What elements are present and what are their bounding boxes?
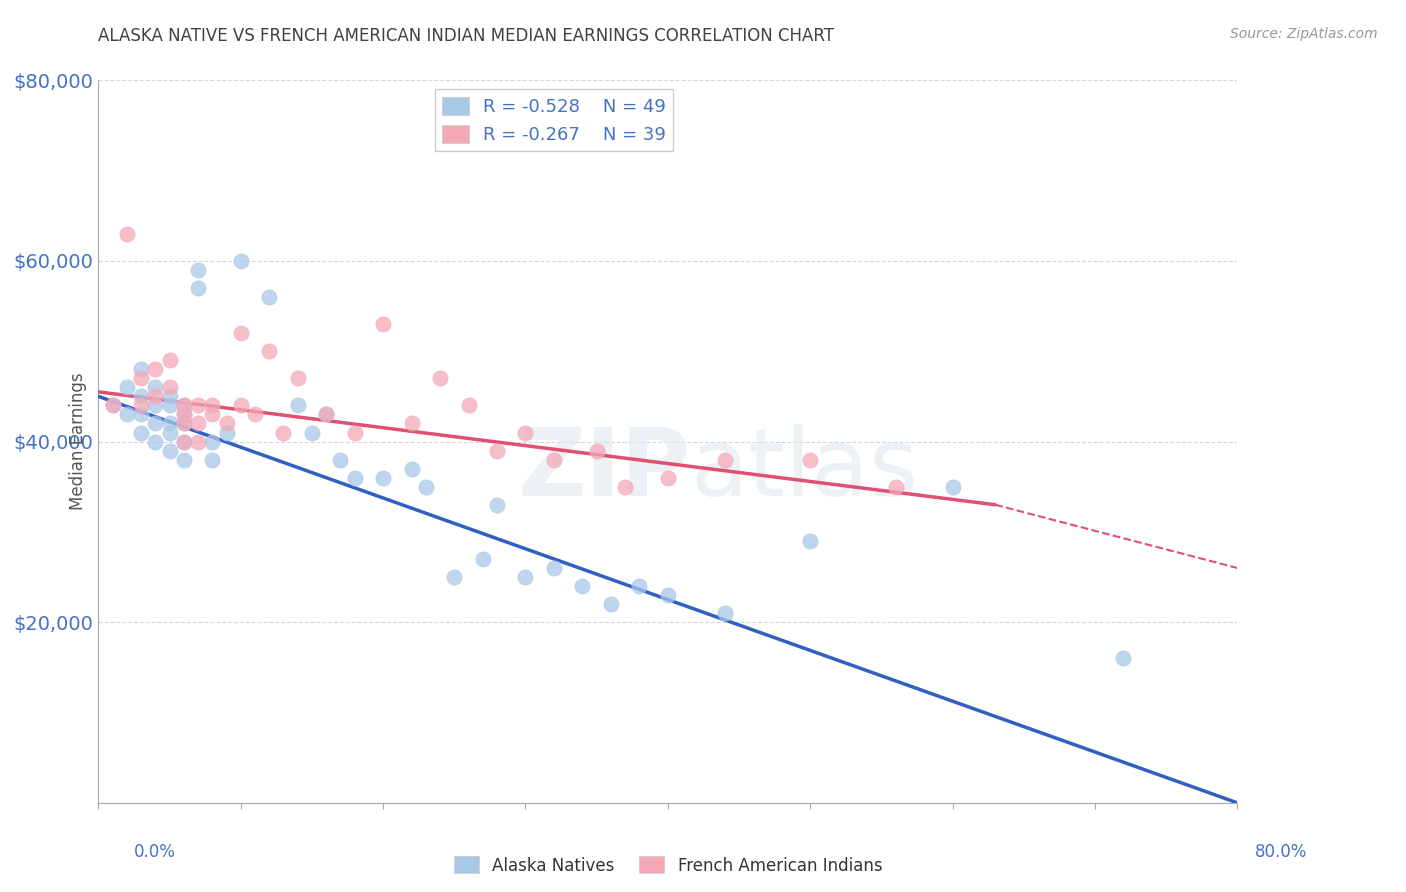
Point xyxy=(145,389,167,403)
Point xyxy=(343,425,366,440)
Point xyxy=(799,533,821,548)
Point xyxy=(159,425,181,440)
Point xyxy=(486,443,509,458)
Point xyxy=(585,443,607,458)
Point xyxy=(187,281,209,295)
Point xyxy=(614,480,637,494)
Point xyxy=(145,417,167,431)
Point xyxy=(543,452,565,467)
Point xyxy=(486,498,509,512)
Point xyxy=(129,389,152,403)
Point xyxy=(201,398,224,412)
Point xyxy=(373,470,395,484)
Point xyxy=(187,263,209,277)
Point xyxy=(201,452,224,467)
Point xyxy=(457,398,479,412)
Point xyxy=(373,317,395,331)
Point xyxy=(173,434,195,449)
Point xyxy=(543,561,565,575)
Point xyxy=(315,408,337,422)
Point xyxy=(129,398,152,412)
Point xyxy=(229,326,252,340)
Point xyxy=(145,434,167,449)
Text: Source: ZipAtlas.com: Source: ZipAtlas.com xyxy=(1230,27,1378,41)
Point xyxy=(159,417,181,431)
Point xyxy=(173,452,195,467)
Point xyxy=(229,398,252,412)
Point xyxy=(628,579,651,593)
Point xyxy=(215,417,238,431)
Point xyxy=(201,434,224,449)
Point xyxy=(287,371,309,385)
Point xyxy=(287,398,309,412)
Point xyxy=(145,362,167,376)
Point xyxy=(173,417,195,431)
Point xyxy=(884,480,907,494)
Point xyxy=(101,398,124,412)
Y-axis label: Median Earnings: Median Earnings xyxy=(69,373,87,510)
Point xyxy=(443,570,465,584)
Point xyxy=(173,408,195,422)
Point xyxy=(329,452,352,467)
Point xyxy=(714,452,737,467)
Point xyxy=(215,425,238,440)
Point xyxy=(173,417,195,431)
Point xyxy=(714,606,737,620)
Point xyxy=(315,408,337,422)
Point xyxy=(129,362,152,376)
Point xyxy=(159,389,181,403)
Point xyxy=(343,470,366,484)
Point xyxy=(471,552,494,566)
Point xyxy=(259,344,281,359)
Point xyxy=(657,588,679,602)
Point xyxy=(301,425,323,440)
Text: 80.0%: 80.0% xyxy=(1256,843,1308,861)
Point xyxy=(159,380,181,394)
Point xyxy=(159,443,181,458)
Point xyxy=(600,597,623,611)
Point xyxy=(657,470,679,484)
Point xyxy=(101,398,124,412)
Point xyxy=(229,253,252,268)
Point xyxy=(115,408,138,422)
Point xyxy=(129,408,152,422)
Point xyxy=(187,398,209,412)
Point xyxy=(1112,651,1135,665)
Point xyxy=(942,480,965,494)
Point xyxy=(129,371,152,385)
Point xyxy=(115,380,138,394)
Text: ALASKA NATIVE VS FRENCH AMERICAN INDIAN MEDIAN EARNINGS CORRELATION CHART: ALASKA NATIVE VS FRENCH AMERICAN INDIAN … xyxy=(98,27,834,45)
Point xyxy=(187,417,209,431)
Point xyxy=(159,398,181,412)
Point xyxy=(259,290,281,304)
Point xyxy=(515,570,537,584)
Point xyxy=(401,417,423,431)
Point xyxy=(115,227,138,241)
Point xyxy=(145,380,167,394)
Text: ZIP: ZIP xyxy=(517,425,690,516)
Point xyxy=(129,425,152,440)
Point xyxy=(515,425,537,440)
Point xyxy=(415,480,437,494)
Point xyxy=(799,452,821,467)
Point xyxy=(243,408,266,422)
Point xyxy=(571,579,593,593)
Point xyxy=(173,398,195,412)
Point xyxy=(159,353,181,368)
Point xyxy=(173,398,195,412)
Point xyxy=(187,434,209,449)
Point xyxy=(145,398,167,412)
Text: atlas: atlas xyxy=(690,425,920,516)
Point xyxy=(173,408,195,422)
Text: 0.0%: 0.0% xyxy=(134,843,176,861)
Point xyxy=(173,434,195,449)
Legend: Alaska Natives, French American Indians: Alaska Natives, French American Indians xyxy=(447,850,889,881)
Point xyxy=(273,425,295,440)
Point xyxy=(429,371,451,385)
Point xyxy=(201,408,224,422)
Point xyxy=(401,461,423,475)
